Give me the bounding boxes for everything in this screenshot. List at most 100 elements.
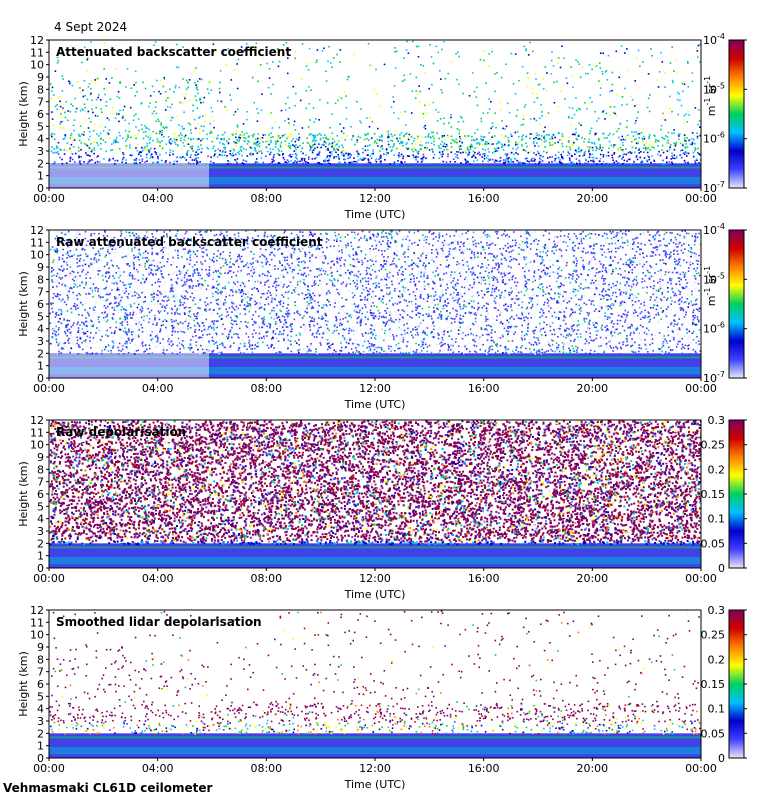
y-tick-label: 10 (30, 59, 44, 72)
y-tick-label: 1 (37, 360, 44, 373)
y-tick-label: 9 (37, 261, 44, 274)
y-tick-label: 3 (37, 335, 44, 348)
y-tick-label: 4 (37, 323, 44, 336)
x-tick-label: 12:00 (359, 382, 391, 395)
heatmap-field (49, 420, 701, 568)
y-tick-label: 0 (37, 182, 44, 195)
plot-area (49, 420, 701, 568)
y-tick-label: 2 (37, 157, 44, 170)
colorbar: 10-7 10-6 10-5 10-4 m-1 sr-1 (703, 222, 747, 385)
y-tick-label: 5 (37, 500, 44, 513)
y-tick-label: 9 (37, 71, 44, 84)
y-axis-label: Height (km) (17, 271, 30, 337)
y-tick-label: 6 (37, 298, 44, 311)
colorbar-tick-label: 0 (718, 752, 725, 765)
y-tick-label: 12 (30, 34, 44, 47)
heatmap-field (49, 40, 701, 188)
y-tick-label: 3 (37, 715, 44, 728)
y-tick-label: 6 (37, 488, 44, 501)
colorbar-tick-label: 10-5 (703, 81, 725, 96)
site-label: Vehmasmaki CL61D ceilometer (3, 781, 212, 795)
y-tick-label: 0 (37, 752, 44, 765)
y-tick-label: 2 (37, 727, 44, 740)
colorbar-tick-label: 10-6 (703, 321, 725, 336)
y-axis-label: Height (km) (17, 461, 30, 527)
plot-area (49, 40, 701, 188)
colorbar-unit-label: m-1 sr-1 (703, 76, 718, 116)
y-tick-label: 7 (37, 96, 44, 109)
y-tick-label: 8 (37, 83, 44, 96)
y-tick-label: 4 (37, 703, 44, 716)
colorbar-tick-label: 10-7 (703, 370, 725, 385)
x-tick-label: 20:00 (576, 192, 608, 205)
colorbar-tick-label: 0.3 (708, 414, 726, 427)
x-tick-label: 00:00 (33, 382, 65, 395)
y-tick-label: 9 (37, 641, 44, 654)
y-tick-label: 5 (37, 690, 44, 703)
heatmap-field (49, 230, 701, 378)
plot-area (49, 230, 701, 378)
colorbar: 0 0.05 0.1 0.15 0.2 0.25 0.3 (701, 604, 747, 765)
x-tick-label: 00:00 (685, 572, 717, 585)
y-tick-label: 12 (30, 224, 44, 237)
date-label: 4 Sept 2024 (54, 20, 127, 34)
colorbar-tick-label: 10-4 (703, 32, 725, 47)
colorbar-tick-label: 0.15 (701, 678, 726, 691)
colorbar-tick-label: 10-5 (703, 271, 725, 286)
y-tick-label: 5 (37, 310, 44, 323)
y-tick-label: 1 (37, 740, 44, 753)
x-tick-label: 12:00 (359, 762, 391, 775)
panel-title: Attenuated backscatter coefficient (56, 45, 291, 59)
x-tick-label: 16:00 (468, 382, 500, 395)
x-tick-label: 20:00 (576, 382, 608, 395)
x-tick-label: 20:00 (576, 762, 608, 775)
y-tick-label: 11 (30, 46, 44, 59)
x-tick-label: 04:00 (142, 762, 174, 775)
colorbar: 10-7 10-6 10-5 10-4 m-1 sr-1 (703, 32, 747, 195)
colorbar-tick-label: 0.05 (701, 537, 726, 550)
y-tick-label: 10 (30, 249, 44, 262)
x-tick-label: 08:00 (250, 382, 282, 395)
y-tick-label: 10 (30, 629, 44, 642)
colorbar-tick-label: 0.2 (708, 463, 726, 476)
y-tick-label: 0 (37, 372, 44, 385)
y-tick-label: 1 (37, 170, 44, 183)
colorbar-tick-label: 0.25 (701, 629, 726, 642)
y-tick-label: 1 (37, 550, 44, 563)
y-tick-label: 11 (30, 236, 44, 249)
x-tick-label: 16:00 (468, 762, 500, 775)
x-tick-label: 08:00 (250, 192, 282, 205)
x-tick-label: 00:00 (685, 192, 717, 205)
y-tick-label: 2 (37, 347, 44, 360)
colorbar-tick-label: 0.05 (701, 727, 726, 740)
x-tick-label: 00:00 (33, 762, 65, 775)
y-tick-label: 5 (37, 120, 44, 133)
colorbar-tick-label: 0.1 (708, 513, 726, 526)
x-tick-label: 16:00 (468, 572, 500, 585)
y-tick-label: 6 (37, 108, 44, 121)
x-tick-label: 00:00 (33, 192, 65, 205)
colorbar-tick-label: 0 (718, 562, 725, 575)
colorbar-tick-label: 0.15 (701, 488, 726, 501)
panel-title: Raw depolarisation (56, 425, 186, 439)
y-tick-label: 7 (37, 476, 44, 489)
y-tick-label: 10 (30, 439, 44, 452)
y-tick-label: 0 (37, 562, 44, 575)
y-tick-label: 12 (30, 414, 44, 427)
y-tick-label: 3 (37, 525, 44, 538)
x-tick-label: 16:00 (468, 192, 500, 205)
colorbar-tick-label: 0.3 (708, 604, 726, 617)
heatmap-field (49, 610, 701, 758)
x-tick-label: 00:00 (685, 762, 717, 775)
x-tick-label: 08:00 (250, 572, 282, 585)
colorbar-tick-label: 10-6 (703, 131, 725, 146)
plot-area (49, 610, 701, 758)
colorbar-tick-label: 0.25 (701, 439, 726, 452)
y-tick-label: 12 (30, 604, 44, 617)
x-tick-label: 04:00 (142, 192, 174, 205)
